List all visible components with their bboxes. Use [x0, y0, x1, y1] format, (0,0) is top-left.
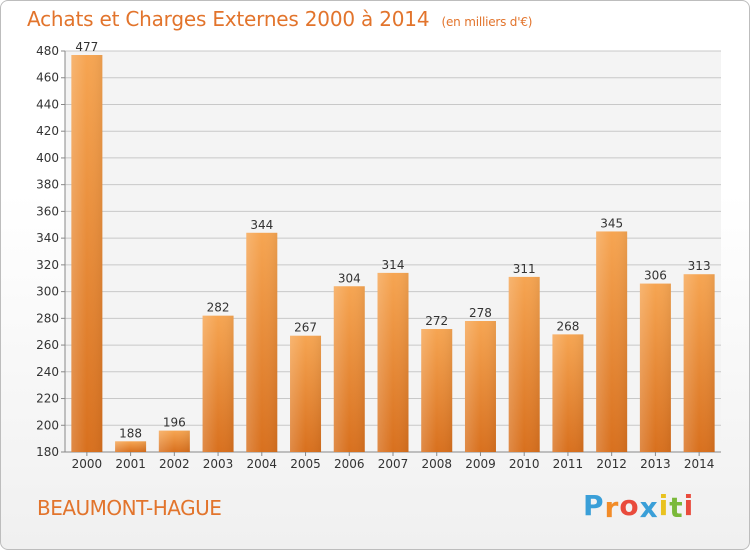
bar-shine [596, 231, 628, 452]
x-tick-label: 2005 [290, 457, 321, 471]
x-tick-label: 2001 [115, 457, 146, 471]
chart-subtitle: (en milliers d'€) [441, 15, 533, 29]
logo-letter: t [669, 491, 684, 524]
x-tick-label: 2010 [509, 457, 540, 471]
y-tick-label: 420 [36, 124, 59, 138]
x-tick-label: 2000 [72, 457, 103, 471]
x-tick-label: 2006 [334, 457, 365, 471]
data-label: 314 [382, 258, 405, 272]
data-label: 477 [75, 40, 98, 54]
y-tick-label: 440 [36, 97, 59, 111]
x-tick-label: 2014 [684, 457, 715, 471]
data-label: 304 [338, 271, 361, 285]
x-tick-label: 2008 [421, 457, 452, 471]
data-label: 345 [600, 216, 623, 230]
bar-shine [464, 321, 496, 452]
x-tick-label: 2003 [203, 457, 234, 471]
y-tick-label: 460 [36, 71, 59, 85]
logo-letter: r [604, 491, 620, 524]
data-label: 196 [163, 416, 186, 430]
bar-shine [290, 335, 322, 452]
y-tick-label: 360 [36, 204, 59, 218]
x-tick-label: 2013 [640, 457, 671, 471]
y-tick-label: 480 [36, 44, 59, 58]
data-label: 306 [644, 269, 667, 283]
y-tick-label: 220 [36, 392, 59, 406]
data-label: 278 [469, 306, 492, 320]
data-label: 282 [207, 301, 230, 315]
bar-shine [377, 272, 409, 452]
bar-shine [115, 441, 147, 452]
y-tick-label: 200 [36, 418, 59, 432]
logo-letter: i [658, 489, 670, 522]
bar-shine [333, 286, 365, 452]
bar-shine [552, 334, 584, 452]
logo-letter: P [583, 489, 605, 522]
chart-title: Achats et Charges Externes 2000 à 2014 (… [27, 7, 532, 31]
x-tick-label: 2009 [465, 457, 496, 471]
bar-shine [158, 430, 190, 452]
data-label: 313 [688, 259, 711, 273]
y-tick-label: 320 [36, 258, 59, 272]
y-tick-label: 180 [36, 445, 59, 459]
y-tick-label: 380 [36, 178, 59, 192]
logo-letter: o [619, 489, 640, 522]
bar-shine [683, 274, 715, 452]
data-label: 188 [119, 426, 142, 440]
bar-shine [71, 55, 103, 452]
proxiti-logo: Proxiti [583, 489, 695, 524]
bar-shine [421, 329, 453, 452]
bar-shine [508, 276, 540, 452]
bar-shine [639, 283, 671, 452]
data-label: 344 [250, 218, 273, 232]
y-tick-label: 340 [36, 231, 59, 245]
y-tick-label: 400 [36, 151, 59, 165]
chart-title-text: Achats et Charges Externes 2000 à 2014 [27, 7, 430, 31]
y-tick-label: 260 [36, 338, 59, 352]
x-tick-label: 2011 [553, 457, 584, 471]
x-tick-label: 2012 [596, 457, 627, 471]
x-tick-label: 2004 [247, 457, 278, 471]
location-name: BEAUMONT-HAGUE [37, 496, 222, 520]
bar-shine [246, 232, 278, 452]
logo-letter: i [683, 489, 695, 522]
y-tick-label: 280 [36, 311, 59, 325]
data-label: 272 [425, 314, 448, 328]
data-label: 268 [556, 319, 579, 333]
data-label: 267 [294, 321, 317, 335]
logo-letter: x [639, 491, 659, 524]
x-tick-label: 2007 [378, 457, 409, 471]
data-label: 311 [513, 262, 536, 276]
bar-shine [202, 315, 234, 452]
x-tick-label: 2002 [159, 457, 190, 471]
y-tick-label: 300 [36, 285, 59, 299]
y-tick-label: 240 [36, 365, 59, 379]
